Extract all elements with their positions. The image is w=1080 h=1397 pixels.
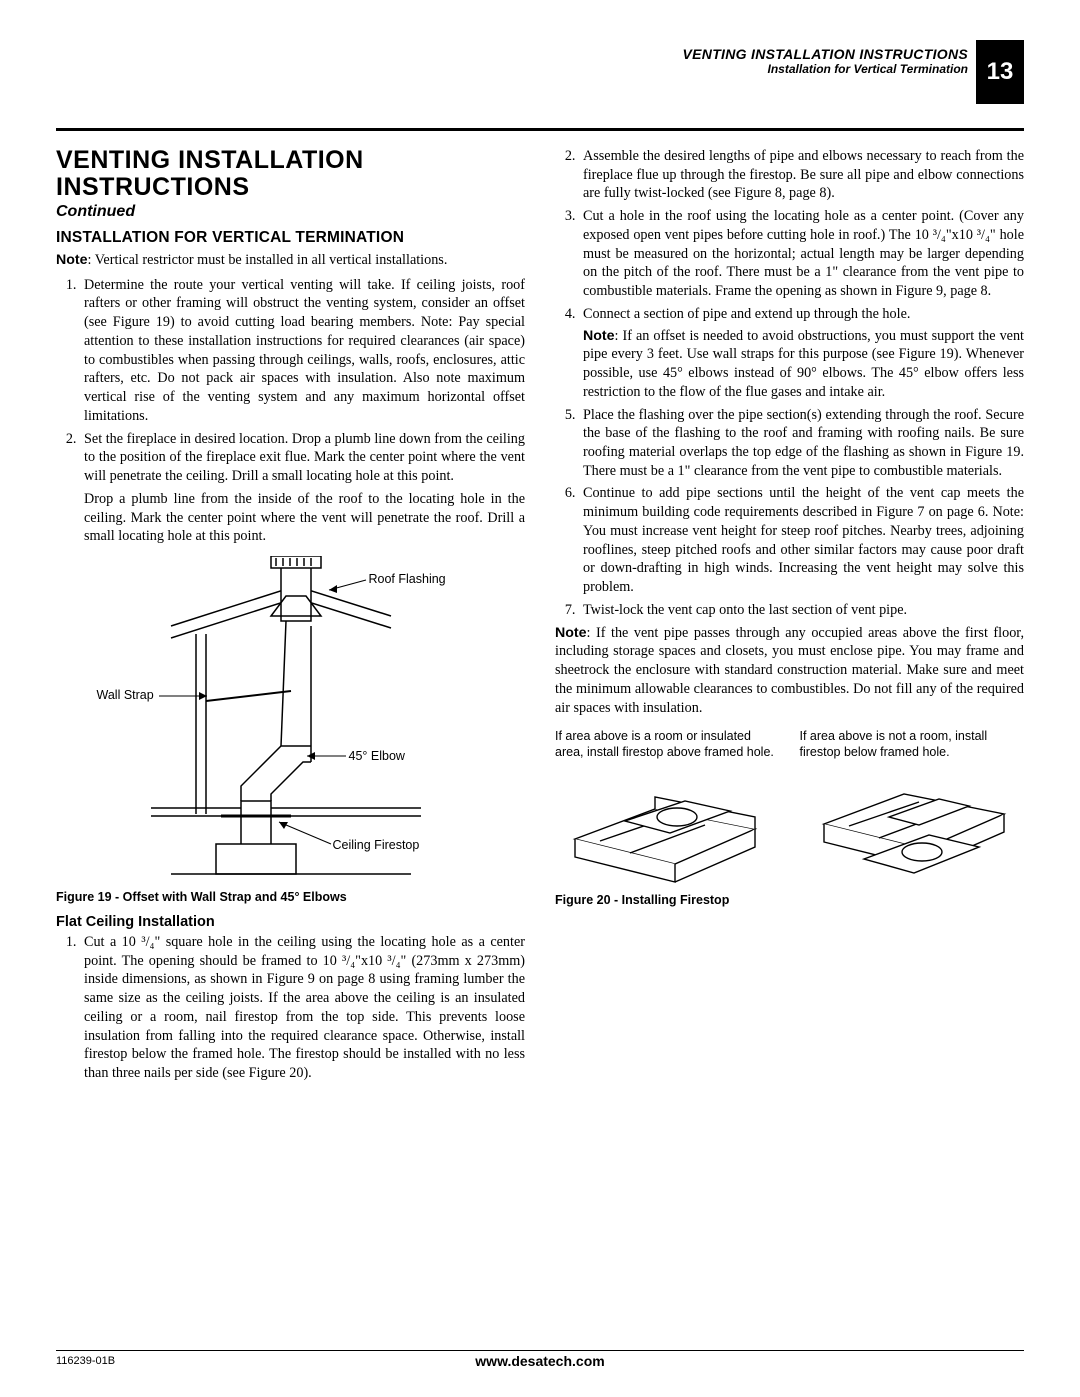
right-step-5: Place the flashing over the pipe section… (579, 406, 1024, 481)
right-step-4-note-label: Note (583, 328, 615, 344)
vertical-restrictor-note: Note: Vertical restrictor must be instal… (56, 251, 525, 270)
right-step-4-text: Connect a section of pipe and extend up … (583, 306, 910, 322)
firestop-note-right: If area above is not a room, install fir… (800, 729, 1025, 760)
page-number: 13 (987, 58, 1014, 86)
figure-20-right-svg (804, 769, 1024, 889)
fig19-label-roof-flashing: Roof Flashing (369, 572, 446, 586)
page-header: VENTING INSTALLATION INSTRUCTIONS Instal… (56, 40, 1024, 104)
fig19-label-ceiling-firestop: Ceiling Firestop (333, 838, 420, 852)
figure-20 (555, 769, 1024, 889)
continued-label: Continued (56, 203, 525, 221)
fig19-label-wall-strap: Wall Strap (97, 688, 154, 702)
enclosure-note-label: Note (555, 625, 587, 641)
fig19-label-45-elbow: 45° Elbow (349, 749, 405, 763)
right-steps-list: Assemble the desired lengths of pipe and… (555, 147, 1024, 620)
right-step-2: Assemble the desired lengths of pipe and… (579, 147, 1024, 203)
figure-20-caption: Figure 20 - Installing Firestop (555, 893, 1024, 907)
right-step-6: Continue to add pipe sections until the … (579, 484, 1024, 596)
footer-doc-id: 116239-01B (56, 1355, 115, 1367)
page-number-badge: 13 (976, 40, 1024, 104)
header-line-1: VENTING INSTALLATION INSTRUCTIONS (683, 46, 968, 62)
left-column: VENTING INSTALLATION INSTRUCTIONS Contin… (56, 147, 525, 1087)
left-steps-list: Determine the route your vertical ventin… (56, 276, 525, 486)
flat-ceiling-step-1: Cut a 10 ³/₄" square hole in the ceiling… (80, 933, 525, 1083)
page-footer: 116239-01B www.desatech.com (56, 1350, 1024, 1367)
header-line-2: Installation for Vertical Termination (683, 62, 968, 76)
left-step-2-extra: Drop a plumb line from the inside of the… (84, 490, 525, 546)
note-label: Note (56, 252, 88, 268)
firestop-note-left: If area above is a room or insulated are… (555, 729, 780, 760)
header-rule (56, 128, 1024, 131)
main-title: VENTING INSTALLATION INSTRUCTIONS (56, 147, 525, 201)
right-step-3: Cut a hole in the roof using the locatin… (579, 207, 1024, 301)
firestop-note-row: If area above is a room or insulated are… (555, 729, 1024, 760)
note-text: : Vertical restrictor must be installed … (88, 252, 448, 268)
right-step-4-note: : If an offset is needed to avoid obstru… (583, 328, 1024, 400)
figure-19-svg (111, 556, 471, 886)
figure-20-left-svg (555, 769, 775, 889)
left-step-1: Determine the route your vertical ventin… (80, 276, 525, 426)
figure-19-caption: Figure 19 - Offset with Wall Strap and 4… (56, 890, 525, 904)
header-text-block: VENTING INSTALLATION INSTRUCTIONS Instal… (683, 40, 976, 76)
left-step-2: Set the fireplace in desired location. D… (80, 430, 525, 486)
right-step-7: Twist-lock the vent cap onto the last se… (579, 601, 1024, 620)
section-heading: INSTALLATION FOR VERTICAL TERMINATION (56, 229, 525, 247)
content-columns: VENTING INSTALLATION INSTRUCTIONS Contin… (56, 147, 1024, 1087)
figure-19: Roof Flashing Wall Strap 45° Elbow Ceili… (111, 556, 471, 886)
flat-ceiling-heading: Flat Ceiling Installation (56, 914, 525, 930)
right-column: Assemble the desired lengths of pipe and… (555, 147, 1024, 1087)
enclosure-note-text: : If the vent pipe passes through any oc… (555, 625, 1024, 716)
enclosure-note: Note: If the vent pipe passes through an… (555, 624, 1024, 718)
footer-url: www.desatech.com (475, 1353, 604, 1369)
flat-ceiling-steps: Cut a 10 ³/₄" square hole in the ceiling… (56, 933, 525, 1083)
right-step-4: Connect a section of pipe and extend up … (579, 305, 1024, 402)
